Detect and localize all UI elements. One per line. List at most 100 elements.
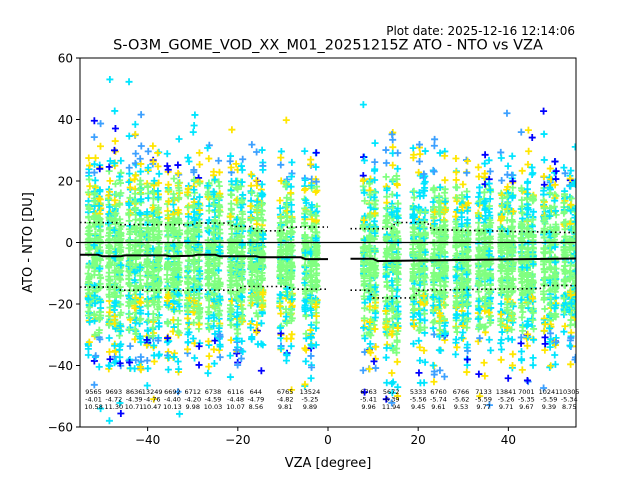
- data-point: [215, 182, 223, 190]
- data-point: [551, 351, 559, 359]
- data-point: [393, 358, 401, 366]
- data-point: [195, 342, 203, 350]
- data-point: [210, 255, 218, 263]
- data-point: [174, 327, 182, 335]
- data-point: [125, 170, 133, 178]
- data-point: [194, 222, 202, 230]
- data-point: [523, 179, 531, 187]
- data-point: [540, 156, 548, 164]
- data-point: [84, 351, 92, 359]
- data-point: [125, 326, 133, 334]
- data-point: [131, 326, 139, 334]
- data-point: [184, 263, 192, 271]
- data-point: [149, 216, 157, 224]
- data-point: [164, 181, 172, 189]
- data-point: [452, 168, 460, 176]
- data-point: [91, 291, 99, 299]
- data-point: [175, 265, 183, 273]
- data-point: [137, 265, 145, 273]
- data-point: [227, 205, 235, 213]
- data-point: [136, 186, 144, 194]
- data-point: [393, 286, 401, 294]
- data-point: [105, 334, 113, 342]
- data-point: [252, 176, 260, 184]
- data-point: [301, 186, 309, 194]
- data-point: [165, 198, 173, 206]
- data-point: [96, 233, 104, 241]
- data-point: [90, 117, 98, 125]
- data-point: [248, 141, 256, 149]
- data-point: [90, 133, 98, 141]
- data-point: [136, 227, 144, 235]
- data-point: [247, 202, 255, 210]
- data-point: [529, 361, 537, 369]
- data-point: [84, 342, 92, 350]
- data-point: [210, 322, 218, 330]
- data-point: [117, 157, 125, 165]
- data-point: [125, 78, 133, 86]
- chart-title: S-O3M_GOME_VOD_XX_M01_20251215Z ATO - NT…: [113, 38, 543, 54]
- data-point: [106, 157, 114, 165]
- data-point: [110, 288, 118, 296]
- data-point: [382, 173, 390, 181]
- data-point: [227, 301, 235, 309]
- data-point: [195, 233, 203, 241]
- data-point: [410, 187, 418, 195]
- data-point: [154, 193, 162, 201]
- data-point: [105, 417, 113, 425]
- data-point: [132, 150, 140, 158]
- data-point: [174, 316, 182, 324]
- data-point: [149, 324, 157, 332]
- data-point: [136, 240, 144, 248]
- data-point: [216, 278, 224, 286]
- data-point: [195, 149, 203, 157]
- data-point: [170, 175, 178, 183]
- data-point: [205, 352, 213, 360]
- data-point: [111, 125, 119, 133]
- data-point: [410, 194, 418, 202]
- data-point: [429, 319, 437, 327]
- data-point: [190, 208, 198, 216]
- data-point: [86, 231, 94, 239]
- data-point: [312, 149, 320, 157]
- data-point: [551, 264, 559, 272]
- data-point: [164, 223, 172, 231]
- data-point: [163, 162, 171, 170]
- data-point: [96, 239, 104, 247]
- data-point: [190, 186, 198, 194]
- data-point: [560, 164, 568, 172]
- data-point: [430, 378, 438, 386]
- data-point: [136, 284, 144, 292]
- data-point: [464, 157, 472, 165]
- data-point: [105, 264, 113, 272]
- data-point: [394, 149, 402, 157]
- data-point: [205, 363, 213, 371]
- data-point: [452, 176, 460, 184]
- data-point: [96, 226, 104, 234]
- data-point: [441, 301, 449, 309]
- data-point: [174, 273, 182, 281]
- data-point: [96, 280, 104, 288]
- data-point: [137, 111, 145, 119]
- data-point: [143, 208, 151, 216]
- data-point: [110, 146, 118, 154]
- data-point: [204, 337, 212, 345]
- data-point: [117, 232, 125, 240]
- data-point: [116, 274, 124, 282]
- data-point: [540, 107, 548, 115]
- data-point: [211, 176, 219, 184]
- data-point: [226, 157, 234, 165]
- data-point: [359, 101, 367, 109]
- data-point: [132, 287, 140, 295]
- data-point: [523, 342, 531, 350]
- data-point: [85, 227, 93, 235]
- data-point: [95, 202, 103, 210]
- data-point: [154, 221, 162, 229]
- data-point: [84, 312, 92, 320]
- data-point: [137, 230, 145, 238]
- data-point: [174, 263, 182, 271]
- data-point: [117, 169, 125, 177]
- data-point: [137, 363, 145, 371]
- data-point: [372, 364, 380, 372]
